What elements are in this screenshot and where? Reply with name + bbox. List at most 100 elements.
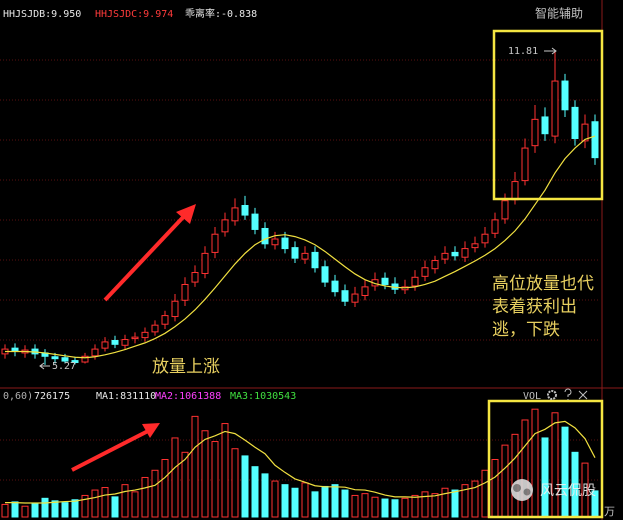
help-icon[interactable]: [564, 388, 572, 400]
volume-header: MA3:1030543: [230, 391, 296, 402]
volume-bar: [1, 503, 9, 518]
volume-bar: [261, 473, 269, 518]
volume-bar: [251, 466, 259, 518]
candle-body: [381, 277, 389, 285]
annotation: 高位放量也代: [492, 274, 594, 294]
candle-body: [161, 315, 169, 325]
candle-body: [141, 331, 149, 339]
volume-bar: [61, 502, 69, 518]
candle-body: [281, 237, 289, 250]
candle-body: [51, 356, 59, 360]
volume-bar: [81, 494, 89, 518]
volume-bar: [201, 430, 209, 518]
volume-bar: [211, 441, 219, 518]
candle-body: [271, 238, 279, 246]
volume-bar: [71, 499, 79, 518]
volume-name: VOL: [523, 391, 541, 402]
volume-bar: [441, 487, 449, 518]
volume-header: 0,60): [3, 391, 33, 402]
volume-bar: [401, 497, 409, 518]
candle-body: [521, 147, 529, 182]
volume-bar: [181, 451, 189, 518]
volume-bar: [331, 484, 339, 518]
volume-bar: [291, 487, 299, 518]
candle-body: [171, 300, 179, 318]
grid: [0, 59, 600, 481]
volume-bar: [381, 498, 389, 518]
annotation-arrow-head: [176, 204, 196, 224]
volume-bar: [111, 496, 119, 518]
candle-body: [561, 80, 569, 111]
watermark-group: 风云侃股: [511, 479, 596, 501]
volume-bar: [431, 493, 439, 518]
candle-body: [121, 339, 129, 346]
candle-body: [91, 348, 99, 357]
volume-header: MA2:1061388: [155, 391, 221, 402]
volume-bar: [11, 501, 19, 518]
candle-body: [591, 121, 599, 159]
candle-body: [441, 252, 449, 260]
candle-body: [81, 355, 89, 363]
highlight-box: [487, 399, 604, 519]
candle-body: [351, 293, 359, 303]
candle-body: [231, 207, 239, 222]
candle-body: [461, 248, 469, 258]
volume-bar: [491, 459, 499, 518]
volume-bar: [91, 489, 99, 518]
volume-bar: [481, 469, 489, 518]
watermark: 风云侃股: [540, 483, 596, 499]
candle-body: [331, 280, 339, 293]
candle-body: [481, 233, 489, 244]
plot: [1, 51, 599, 518]
volume-bar: [511, 433, 519, 518]
candle-body: [501, 200, 509, 220]
watermark-icon: [513, 484, 521, 492]
ma-line: [5, 135, 596, 359]
assist-button[interactable]: 智能辅助: [535, 6, 583, 21]
low-label: 5.27: [52, 361, 76, 372]
candle-body: [191, 272, 199, 283]
close-icon[interactable]: [578, 390, 588, 400]
volume-header: MA1:831110: [96, 391, 156, 402]
volume-unit: 万: [604, 505, 615, 518]
volume-bar: [101, 487, 109, 518]
volume-bar: [271, 480, 279, 518]
candle-body: [211, 233, 219, 253]
high-arrow-head: [551, 47, 557, 55]
candle-body: [181, 283, 189, 301]
volume-bar: [351, 494, 359, 518]
candle-body: [551, 80, 559, 137]
candle-body: [531, 118, 539, 147]
candle-body: [471, 243, 479, 249]
annotation: 表着获利出: [492, 297, 577, 317]
candle-body: [451, 251, 459, 257]
volume-bar: [171, 437, 179, 518]
candle-body: [291, 247, 299, 259]
volume-bar: [391, 499, 399, 518]
candle-body: [541, 116, 549, 135]
volume-bar: [501, 444, 509, 518]
ma-line: [5, 420, 596, 504]
volume-bar: [231, 448, 239, 518]
volume-bar: [531, 408, 539, 518]
volume-bar: [551, 412, 559, 518]
volume-bar: [321, 485, 329, 518]
high-label: 11.81: [508, 46, 538, 57]
volume-bar: [361, 493, 369, 518]
volume-bar: [471, 480, 479, 518]
candle-body: [511, 181, 519, 201]
volume-bar: [241, 455, 249, 518]
volume-bar: [301, 482, 309, 518]
settings-icon[interactable]: [547, 390, 557, 400]
volume-bar: [451, 489, 459, 518]
volume-bar: [371, 496, 379, 518]
volume-bar: [421, 491, 429, 518]
candle-body: [101, 341, 109, 349]
candle-body: [151, 324, 159, 333]
candle-body: [251, 213, 259, 230]
volume-bar: [221, 423, 229, 518]
volume-bar: [461, 484, 469, 518]
highlight-box: [492, 29, 604, 201]
volume-bar: [341, 489, 349, 518]
